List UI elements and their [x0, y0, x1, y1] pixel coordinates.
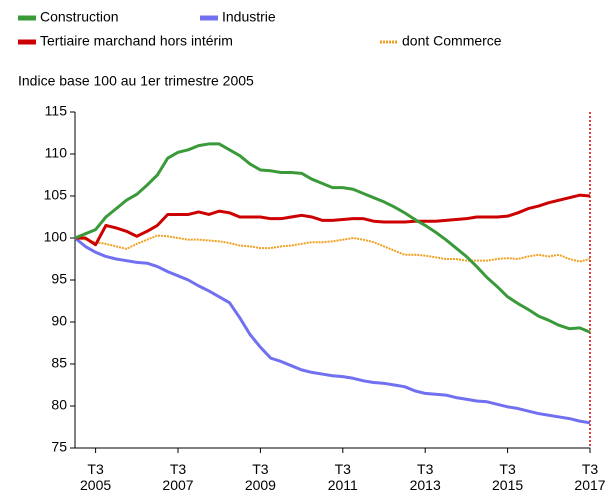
x-tick-label: T3 2017	[574, 461, 605, 493]
legend-label: dont Commerce	[402, 33, 502, 49]
chart-subtitle: Indice base 100 au 1er trimestre 2005	[18, 73, 254, 89]
y-tick-label: 75	[51, 439, 67, 455]
y-tick-label: 100	[44, 229, 68, 245]
y-tick-label: 105	[44, 187, 68, 203]
y-tick-label: 115	[45, 103, 68, 119]
x-tick-label: T3 2005	[80, 461, 111, 493]
legend-label: Tertiaire marchand hors intérim	[40, 33, 233, 49]
y-tick-label: 90	[51, 313, 67, 329]
x-tick-label: T3 2013	[410, 461, 441, 493]
series-line	[74, 142, 591, 334]
legend-label: Industrie	[222, 9, 276, 25]
x-tick-label: T3 2009	[245, 461, 276, 493]
series-line	[74, 236, 591, 425]
x-tick-label: T3 2007	[162, 461, 193, 493]
legend-label: Construction	[40, 9, 119, 25]
y-tick-label: 95	[51, 271, 67, 287]
y-tick-label: 85	[51, 355, 67, 371]
y-tick-label: 110	[45, 145, 68, 161]
series-line	[74, 234, 591, 263]
x-tick-label: T3 2011	[328, 461, 358, 493]
series-line	[75, 193, 591, 247]
y-tick-label: 80	[51, 397, 67, 413]
x-tick-label: T3 2015	[492, 461, 523, 493]
